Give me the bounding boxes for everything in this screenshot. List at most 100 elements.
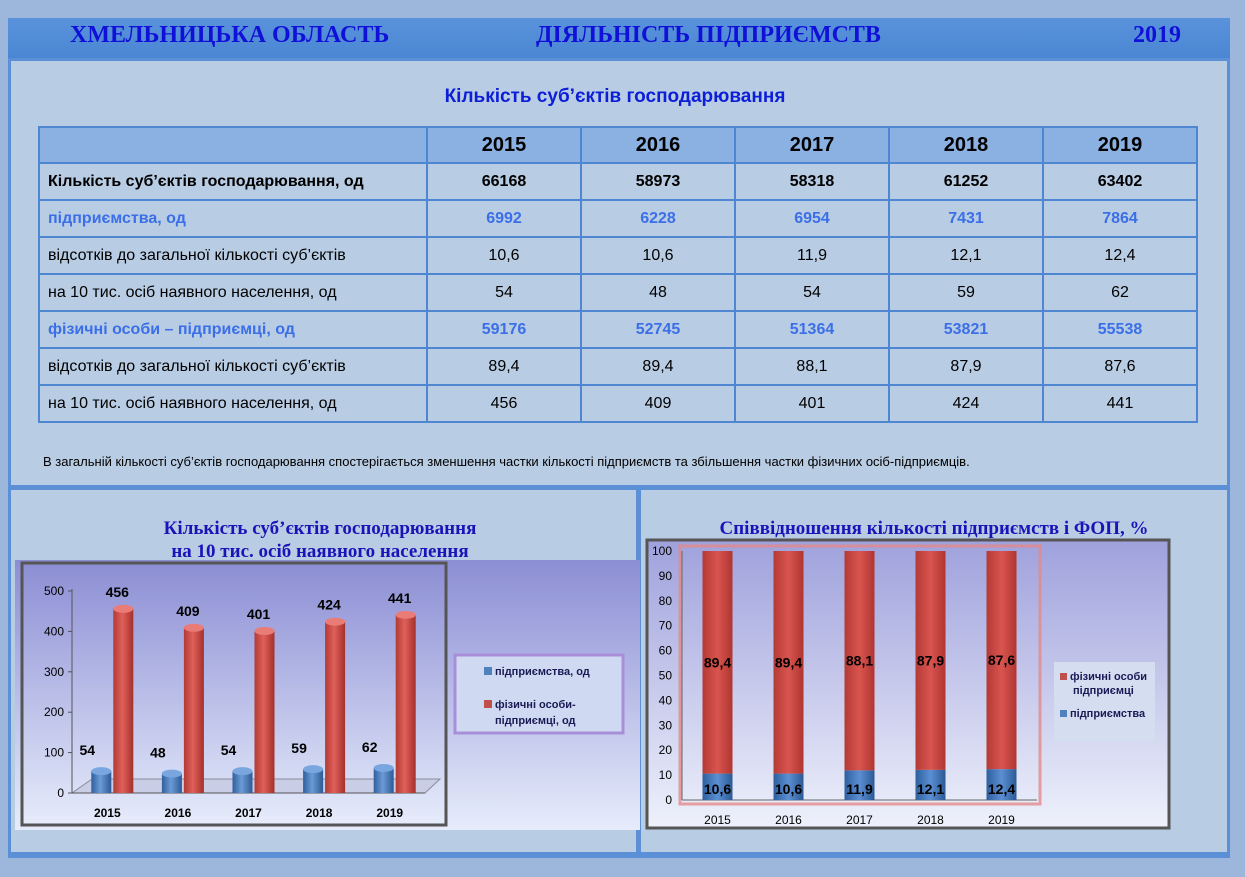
y-tick-label: 40 <box>659 693 673 707</box>
x-tick-label: 2019 <box>376 806 403 820</box>
table-cell: 51364 <box>734 310 890 349</box>
table-row: Кількість суб’єктів господарювання, од 6… <box>38 162 1198 201</box>
bar-red-cap <box>325 617 346 626</box>
legend-label: підприємці, од <box>495 715 576 727</box>
x-tick-label: 2019 <box>988 813 1015 827</box>
legend-swatch-blue <box>484 667 492 675</box>
data-label: 54 <box>221 742 237 758</box>
table-cell: 89,4 <box>580 347 736 386</box>
table-row: на 10 тис. осіб наявного населення, од 4… <box>38 384 1198 423</box>
bar-red <box>113 608 134 793</box>
bar-blue <box>232 771 253 793</box>
table-title: Кількість суб’єктів господарювання <box>444 86 786 107</box>
table-cell: 7431 <box>888 199 1044 238</box>
row-label: відсотків до загальної кількості суб’єкт… <box>38 236 428 275</box>
bar-blue <box>986 769 1017 800</box>
y-tick-label: 90 <box>659 569 673 583</box>
y-tick-label: 400 <box>44 624 64 638</box>
x-tick-label: 2016 <box>165 806 192 820</box>
data-label: 87,6 <box>988 652 1015 668</box>
table-cell: 48 <box>580 273 736 312</box>
table-row: підприємства, од 6992 6228 6954 7431 786… <box>38 199 1198 238</box>
bar-blue <box>161 773 182 793</box>
row-label: фізичні особи – підприємці, од <box>38 310 428 349</box>
y-tick-label: 300 <box>44 665 64 679</box>
right-plot-glow <box>678 544 1042 806</box>
region-title: ХМЕЛЬНИЦЬКА ОБЛАСТЬ <box>70 22 390 48</box>
table-row: відсотків до загальної кількості суб’єкт… <box>38 347 1198 386</box>
table-cell: 62 <box>1042 273 1198 312</box>
legend-swatch-red <box>484 700 492 708</box>
table-cell: 59176 <box>426 310 582 349</box>
y-tick-label: 50 <box>659 669 673 683</box>
bar-red <box>325 621 346 793</box>
bar-blue <box>373 767 394 793</box>
data-label: 10,6 <box>775 781 802 797</box>
legend-swatch-red <box>1060 673 1067 680</box>
table-row: відсотків до загальної кількості суб’єкт… <box>38 236 1198 275</box>
row-label: відсотків до загальної кількості суб’єкт… <box>38 347 428 386</box>
table-cell: 10,6 <box>426 236 582 275</box>
bar-red-cap <box>183 623 204 632</box>
table-cell: 52745 <box>580 310 736 349</box>
table-cell: 6954 <box>734 199 890 238</box>
y-tick-label: 500 <box>44 584 64 598</box>
data-label: 401 <box>247 606 271 622</box>
data-label: 54 <box>80 742 96 758</box>
bar-red <box>915 551 946 770</box>
y-tick-label: 20 <box>659 743 673 757</box>
table-cell: 54 <box>426 273 582 312</box>
right-legend-box <box>1054 662 1155 742</box>
x-tick-label: 2015 <box>94 806 121 820</box>
bar-red <box>183 627 204 793</box>
bar-blue <box>91 771 112 793</box>
bar-red <box>986 551 1017 770</box>
table-cell: 7864 <box>1042 199 1198 238</box>
bar-red <box>844 551 875 771</box>
table-cell: 58318 <box>734 162 890 201</box>
y-tick-label: 0 <box>57 786 64 800</box>
left-legend-box <box>453 653 625 735</box>
table-header-row: 2015 2016 2017 2018 2019 <box>38 126 1198 164</box>
table-cell: 66168 <box>426 162 582 201</box>
table-cell: 12,1 <box>888 236 1044 275</box>
y-tick-label: 200 <box>44 705 64 719</box>
data-label: 11,9 <box>846 781 873 797</box>
left-chart-title-line1: Кількість суб’єктів господарювання <box>163 518 477 539</box>
data-label: 59 <box>291 740 307 756</box>
table-cell: 89,4 <box>426 347 582 386</box>
x-tick-label: 2018 <box>917 813 944 827</box>
table-corner-cell <box>38 126 428 164</box>
bar-blue-cap <box>232 767 253 776</box>
legend-label: фізичні особи <box>1070 671 1147 683</box>
legend-label: підприємства <box>1070 708 1146 720</box>
bar-blue <box>702 773 733 800</box>
y-tick-label: 80 <box>659 594 673 608</box>
bar-red <box>395 614 416 793</box>
bar-blue <box>303 769 324 793</box>
year-header: 2017 <box>734 126 890 164</box>
table-cell: 59 <box>888 273 1044 312</box>
table-row: на 10 тис. осіб наявного населення, од 5… <box>38 273 1198 312</box>
table-cell: 424 <box>888 384 1044 423</box>
year-header: 2019 <box>1042 126 1198 164</box>
bar-red-cap <box>395 610 416 619</box>
bar-blue-cap <box>303 765 324 774</box>
y-tick-label: 70 <box>659 619 673 633</box>
data-label: 12,4 <box>988 781 1015 797</box>
table-cell: 441 <box>1042 384 1198 423</box>
bar-red <box>702 551 733 774</box>
table-cell: 55538 <box>1042 310 1198 349</box>
bar-red-cap <box>113 604 134 613</box>
right-chart: 0 10 20 30 40 50 60 70 80 90 100 2015 2016 2017 2018 20… <box>645 538 1171 830</box>
data-label: 424 <box>317 597 341 613</box>
left-chart-title-line2: на 10 тис. осіб наявного населення <box>171 541 469 562</box>
left-chart: 0 100 200 300 400 500 2015 2016 2017 2018 2019 54 4… <box>15 560 640 830</box>
right-chart-title: Співвідношення кількості підприємств і Ф… <box>719 518 1149 539</box>
topic-title: ДІЯЛЬНІСТЬ ПІДПРИЄМСТВ <box>536 22 881 48</box>
table-cell: 409 <box>580 384 736 423</box>
data-label: 87,9 <box>917 652 944 668</box>
table-cell: 12,4 <box>1042 236 1198 275</box>
y-tick-label: 100 <box>44 746 64 760</box>
data-label: 409 <box>176 603 200 619</box>
